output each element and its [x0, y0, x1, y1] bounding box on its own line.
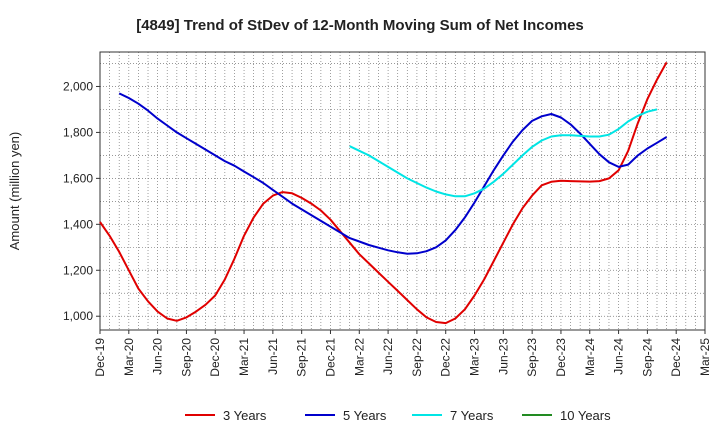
x-tick-label: Sep-20 — [179, 338, 193, 377]
y-tick-label: 2,000 — [63, 79, 93, 93]
y-axis-label: Amount (million yen) — [7, 132, 22, 251]
legend-label-10-years: 10 Years — [560, 408, 611, 423]
x-tick-label: Sep-22 — [410, 338, 424, 377]
x-tick-label: Mar-25 — [698, 338, 712, 376]
x-tick-label: Dec-24 — [669, 338, 683, 377]
y-axis-ticks: 1,000 1,200 1,400 1,600 1,800 2,000 — [63, 79, 100, 323]
x-tick-label: Dec-20 — [208, 338, 222, 377]
legend-label-7-years: 7 Years — [450, 408, 494, 423]
x-tick-label: Mar-24 — [583, 338, 597, 376]
y-tick-label: 1,800 — [63, 125, 93, 139]
x-tick-label: Dec-21 — [323, 338, 337, 377]
y-tick-label: 1,000 — [63, 309, 93, 323]
x-axis-ticks: Dec-19 Mar-20 Jun-20 Sep-20 Dec-20 Mar-21 Jun-… — [93, 330, 712, 377]
x-tick-label: Mar-20 — [122, 338, 136, 376]
x-tick-label: Dec-23 — [554, 338, 568, 377]
chart-title: [4849] Trend of StDev of 12-Month Moving… — [136, 17, 584, 34]
x-tick-label: Sep-23 — [525, 338, 539, 377]
x-tick-label: Jun-20 — [151, 338, 165, 375]
x-tick-label: Jun-21 — [266, 338, 280, 375]
x-tick-label: Sep-21 — [295, 338, 309, 377]
x-tick-label: Dec-19 — [93, 338, 107, 377]
x-tick-label: Mar-23 — [468, 338, 482, 376]
plot-frame — [99, 51, 706, 331]
x-tick-label: Dec-22 — [439, 338, 453, 377]
x-tick-label: Jun-23 — [496, 338, 510, 375]
x-tick-label: Mar-22 — [352, 338, 366, 376]
legend-label-5-years: 5 Years — [343, 408, 387, 423]
x-tick-label: Jun-24 — [612, 338, 626, 375]
series-lines — [99, 61, 668, 325]
y-tick-label: 1,400 — [63, 217, 93, 231]
legend: 3 Years 5 Years 7 Years 10 Years — [185, 408, 611, 423]
x-tick-label: Mar-21 — [237, 338, 251, 376]
y-tick-label: 1,600 — [63, 171, 93, 185]
y-tick-label: 1,200 — [63, 263, 93, 277]
plot-area — [100, 52, 705, 330]
series-line-5-years — [118, 92, 668, 255]
legend-label-3-years: 3 Years — [223, 408, 267, 423]
x-tick-label: Jun-22 — [381, 338, 395, 375]
series-line-3-years — [99, 61, 668, 325]
grid-lines — [99, 52, 706, 330]
series-line-7-years — [349, 108, 658, 198]
x-tick-label: Sep-24 — [640, 338, 654, 377]
